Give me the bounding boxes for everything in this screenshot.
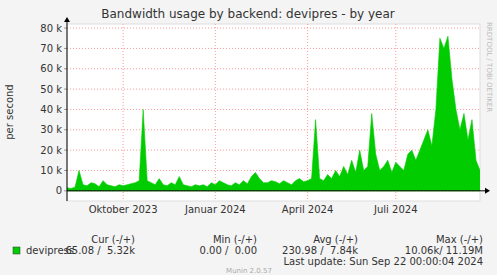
- grid-line: [215, 24, 216, 201]
- grid-line: [67, 109, 480, 110]
- y-label: per second: [4, 84, 15, 139]
- tick-label: 70 k: [40, 43, 62, 54]
- legend-value: 0.00 / 0.00: [200, 245, 257, 256]
- legend-header: Min (-/+): [213, 234, 257, 245]
- tick-label: April 2024: [282, 204, 333, 215]
- grid-line: [67, 28, 480, 29]
- legend-value: 10.06k/ 11.19M: [405, 245, 483, 256]
- grid-line: [67, 48, 480, 49]
- footer: Munin 2.0.57: [226, 267, 272, 275]
- plot-frame: [67, 24, 480, 201]
- legend-value: 65.08 / 5.32k: [65, 245, 135, 256]
- legend-header: Avg (-/+): [313, 234, 358, 245]
- grid-line: [67, 89, 480, 90]
- grid-line: [67, 129, 480, 130]
- legend-header: Cur (-/+): [91, 234, 135, 245]
- tick-label: 10 k: [40, 165, 62, 176]
- grid-line: [67, 150, 480, 151]
- tick-label: Januar 2024: [184, 204, 246, 215]
- grid-line: [307, 24, 308, 201]
- tick-label: 30 k: [40, 124, 62, 135]
- last-update: Last update: Sun Sep 22 00:00:04 2024: [284, 256, 483, 267]
- tick-label: Juli 2024: [373, 204, 417, 215]
- legend-swatch: [13, 247, 20, 254]
- area: [67, 36, 480, 191]
- tick-label: 0: [56, 185, 62, 196]
- x-axis: [67, 190, 486, 191]
- tick-label: 50 k: [40, 84, 62, 95]
- grid-line: [123, 24, 124, 201]
- title: Bandwidth usage by backend: devipres - b…: [101, 7, 394, 21]
- chart-container: 0 10 k 20 k 30 k 40 k 50 k 60 k 70 k 80 k Oktober…: [0, 0, 497, 275]
- tick-label: 80 k: [40, 23, 62, 34]
- side-label: RRDTOOL / TOBI OETIKER: [485, 22, 493, 112]
- legend-header: Max (-/+): [436, 234, 483, 245]
- tick-label: 20 k: [40, 145, 62, 156]
- grid-line: [67, 68, 480, 69]
- plot-area: [67, 36, 480, 191]
- background: [0, 0, 497, 275]
- chart-svg: 0 10 k 20 k 30 k 40 k 50 k 60 k 70 k 80 k Oktober…: [0, 0, 497, 275]
- y-axis: [67, 20, 68, 201]
- tick-label: 40 k: [40, 104, 62, 115]
- axis-arrow: [64, 17, 70, 22]
- axis-arrow: [485, 188, 490, 194]
- legend-value: 230.98 / 7.84k: [282, 245, 358, 256]
- tick-label: 60 k: [40, 63, 62, 74]
- tick-label: Oktober 2023: [89, 204, 158, 215]
